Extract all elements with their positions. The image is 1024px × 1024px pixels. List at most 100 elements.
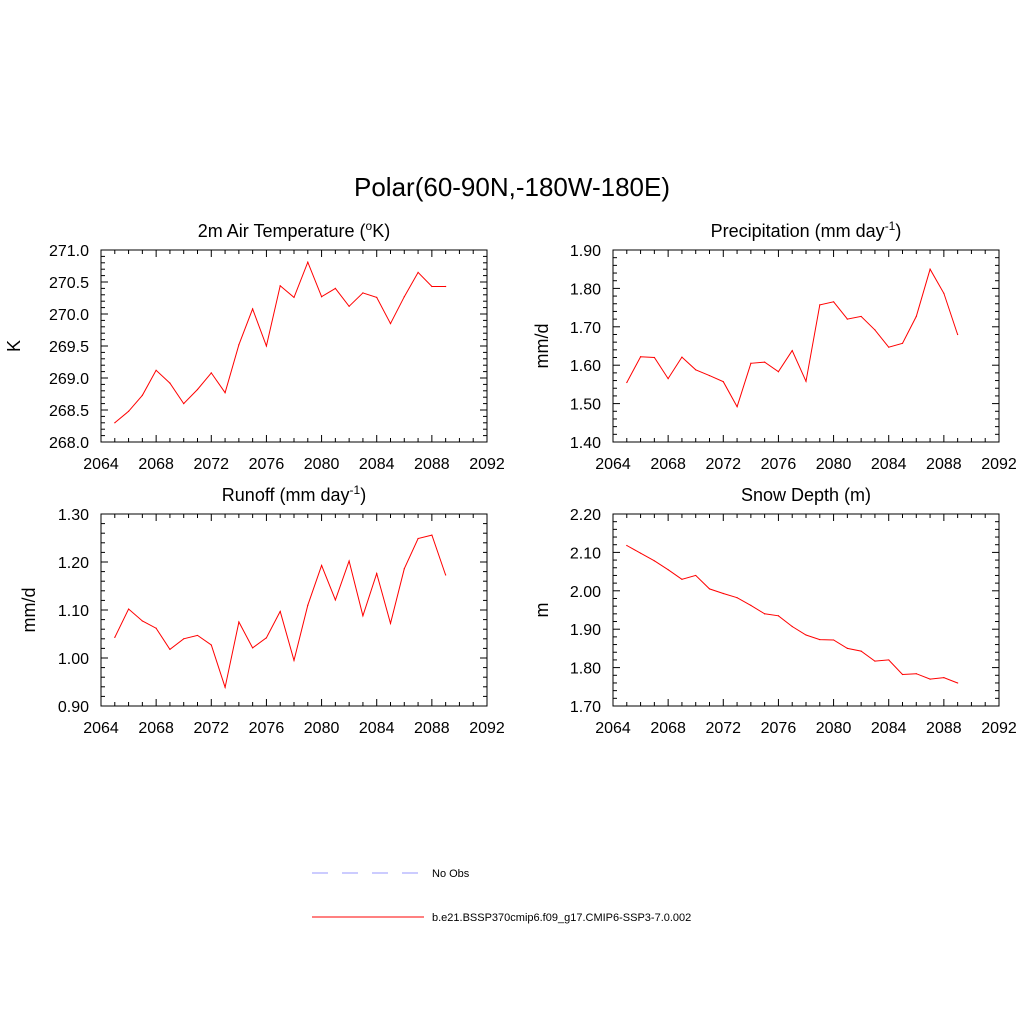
air-temperature-data-point xyxy=(320,296,323,298)
snow-depth-y-tick-label: 1.70 xyxy=(570,699,601,716)
panel-air-temperature: 2m Air Temperature (oK) K 2064 2068 2072 2076… xyxy=(4,219,505,473)
runoff-data-point xyxy=(114,636,116,638)
air-temperature-data-point xyxy=(169,382,171,384)
air-temperature-x-tick-label: 2068 xyxy=(138,456,174,473)
runoff-x-tick-label: 2064 xyxy=(83,720,119,737)
air-temperature-data-point xyxy=(389,323,392,325)
air-temperature-x-tick-label: 2080 xyxy=(304,456,340,473)
snow-depth-data-point xyxy=(957,682,959,684)
snow-depth-x-tick-label: 2092 xyxy=(981,720,1017,737)
precipitation-data-point xyxy=(750,362,752,364)
precipitation-x-tick-label: 2068 xyxy=(650,456,686,473)
runoff-title: Runoff (mm day-1) xyxy=(222,483,366,505)
precipitation-data-point xyxy=(874,329,876,331)
air-temperature-data-point xyxy=(307,261,309,263)
snow-depth-data-point xyxy=(695,574,697,577)
precipitation-x-tick-label: 2084 xyxy=(871,456,907,473)
air-temperature-data-point xyxy=(141,394,143,396)
precipitation-data-point xyxy=(791,350,793,352)
snow-depth-plot-frame xyxy=(612,513,1000,707)
snow-depth-y-tick-label: 1.90 xyxy=(570,622,601,639)
precipitation-data-point xyxy=(681,356,683,358)
precipitation-y-tick-label: 1.50 xyxy=(570,397,601,414)
air-temperature-data-point xyxy=(252,308,254,310)
runoff-x-tick-label: 2072 xyxy=(193,720,229,737)
air-temperature-data-point xyxy=(279,285,281,287)
air-temperature-data-point xyxy=(293,296,295,298)
air-temperature-data-point xyxy=(183,403,185,405)
runoff-data-point xyxy=(389,622,392,625)
snow-depth-data-point xyxy=(929,678,931,680)
air-temperature-x-tick-label: 2072 xyxy=(193,456,229,473)
runoff-data-point xyxy=(334,599,336,601)
air-temperature-data-point xyxy=(417,271,419,273)
air-temperature-y-tick-label: 268.5 xyxy=(49,403,89,420)
precipitation-data-point xyxy=(805,380,807,382)
snow-depth-data-point xyxy=(860,650,862,652)
snow-depth-data-point xyxy=(874,660,876,662)
precipitation-data-point xyxy=(736,406,738,408)
snow-depth-data-point xyxy=(667,569,669,571)
air-temperature-y-tick-label: 269.0 xyxy=(49,371,89,388)
air-temperature-x-tick-label: 2088 xyxy=(414,456,450,473)
runoff-x-tick-label: 2092 xyxy=(469,720,505,737)
snow-depth-title: Snow Depth (m) xyxy=(741,485,871,505)
snow-depth-data-point xyxy=(819,638,821,641)
air-temperature-data-point xyxy=(238,344,240,346)
runoff-data-point xyxy=(431,534,433,536)
air-temperature-y-tick-label: 271.0 xyxy=(49,243,89,260)
runoff-data-point xyxy=(362,615,364,617)
legend: No Obs b.e21.BSSP370cmip6.f09_g17.CMIP6-… xyxy=(312,868,691,924)
runoff-x-tick-label: 2076 xyxy=(249,720,285,737)
snow-depth-y-tick-label: 2.20 xyxy=(570,507,601,524)
snow-depth-y-tick-label: 1.80 xyxy=(570,661,601,678)
runoff-y-axis-label: mm/d xyxy=(19,588,39,633)
air-temperature-y-tick-label: 270.5 xyxy=(49,275,89,292)
precipitation-x-tick-label: 2064 xyxy=(595,456,631,473)
air-temperature-data-point xyxy=(196,388,199,391)
snow-depth-x-tick-label: 2064 xyxy=(595,720,631,737)
snow-depth-data-point xyxy=(639,552,642,554)
snow-depth-y-axis-label: m xyxy=(532,603,552,618)
snow-depth-data-point xyxy=(708,588,711,590)
runoff-data-point xyxy=(348,560,350,562)
air-temperature-data-point xyxy=(210,372,212,374)
runoff-x-tick-label: 2084 xyxy=(359,720,395,737)
precipitation-x-tick-label: 2092 xyxy=(981,456,1017,473)
panel-runoff: Runoff (mm day-1) mm/d 2064 2068 2072 2076 208… xyxy=(19,483,505,737)
runoff-data-point xyxy=(155,627,157,629)
air-temperature-data-point xyxy=(362,292,364,294)
precipitation-data-point xyxy=(639,356,642,358)
runoff-y-tick-label: 0.90 xyxy=(58,699,89,716)
snow-depth-data-point xyxy=(764,613,766,615)
snow-depth-x-tick-label: 2080 xyxy=(816,720,852,737)
snow-depth-x-tick-label: 2068 xyxy=(650,720,686,737)
snow-depth-data-point xyxy=(681,578,683,580)
snow-depth-data-point xyxy=(653,560,655,562)
snow-depth-x-tick-label: 2084 xyxy=(871,720,907,737)
air-temperature-y-tick-label: 270.0 xyxy=(49,307,89,324)
snow-depth-data-point xyxy=(722,592,724,595)
precipitation-data-point xyxy=(764,361,766,363)
precipitation-y-tick-label: 1.70 xyxy=(570,320,601,337)
runoff-y-tick-label: 1.20 xyxy=(58,555,89,572)
snow-depth-data-point xyxy=(915,673,917,675)
air-temperature-title: 2m Air Temperature (oK) xyxy=(198,219,390,241)
snow-depth-data-point xyxy=(943,676,945,679)
air-temperature-x-tick-label: 2084 xyxy=(359,456,395,473)
precipitation-data-point xyxy=(722,381,724,383)
runoff-data-point xyxy=(238,621,240,623)
runoff-data-point xyxy=(307,604,309,606)
precipitation-data-point xyxy=(653,356,655,359)
precipitation-data-point xyxy=(901,342,904,344)
precipitation-y-tick-label: 1.40 xyxy=(570,435,601,452)
runoff-data-point xyxy=(183,638,185,640)
air-temperature-data-point xyxy=(348,305,350,307)
runoff-data-point xyxy=(127,608,130,610)
runoff-data-point xyxy=(196,634,199,637)
air-temperature-data-point xyxy=(376,296,378,298)
legend-label-obs: No Obs xyxy=(432,868,470,880)
precipitation-x-tick-label: 2072 xyxy=(705,456,741,473)
runoff-data-point xyxy=(141,620,143,622)
